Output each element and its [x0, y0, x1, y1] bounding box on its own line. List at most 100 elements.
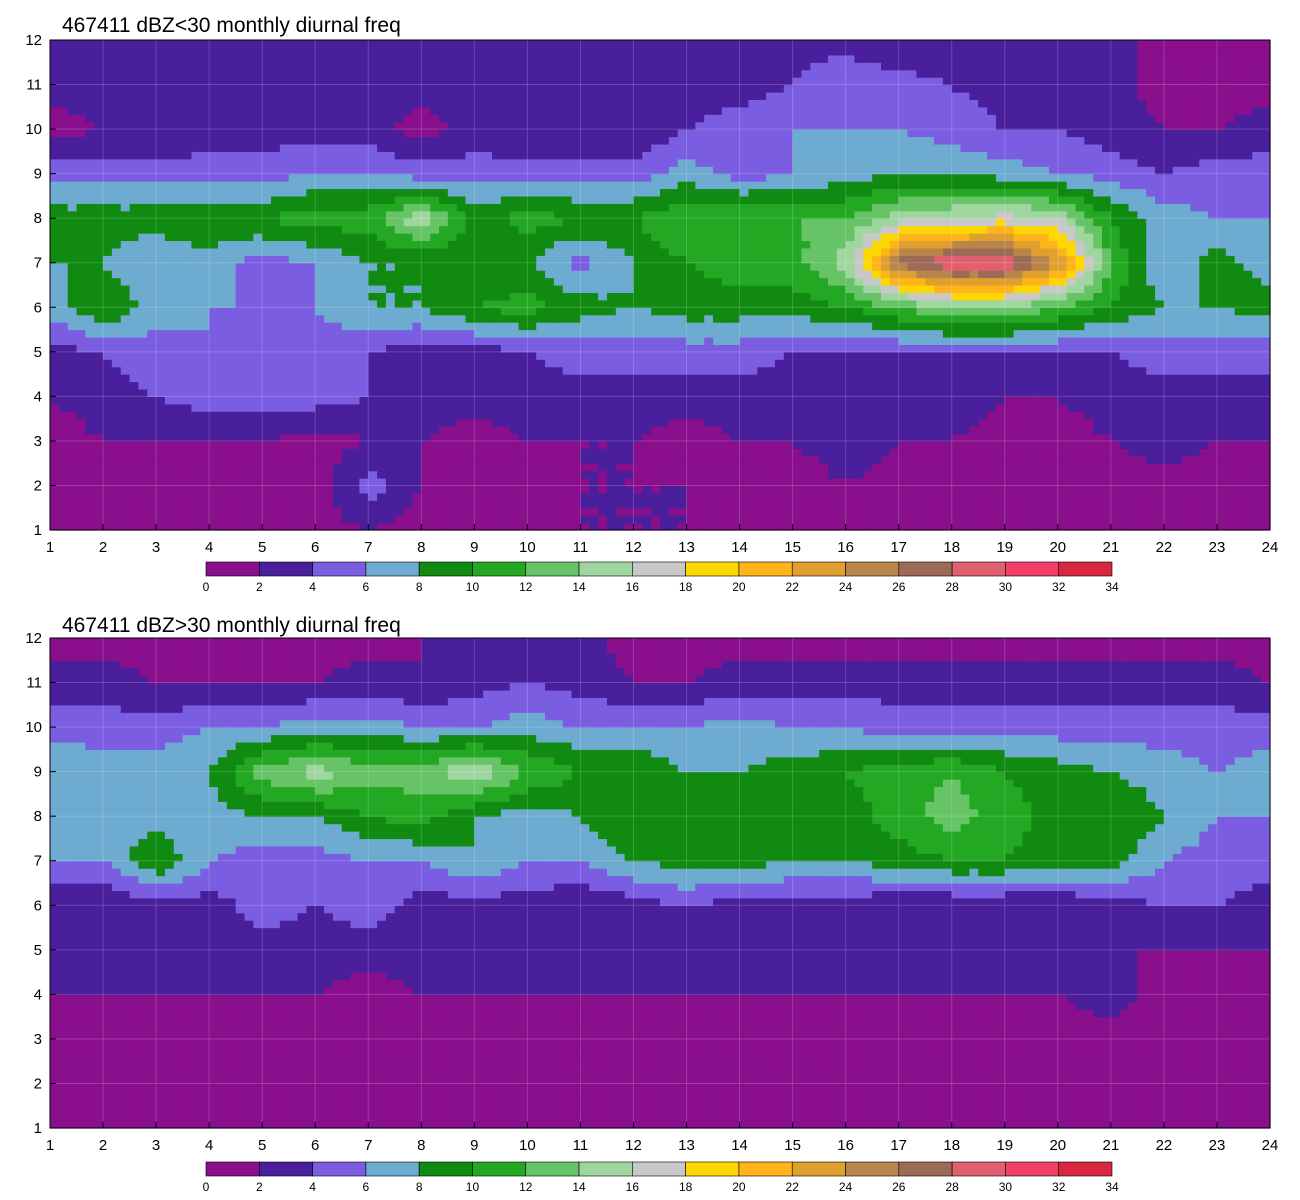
- heatmap-cell: [1031, 507, 1041, 516]
- heatmap-cell: [1004, 359, 1015, 368]
- heatmap-cell: [262, 285, 272, 294]
- heatmap-cell: [262, 262, 272, 271]
- heatmap-cell: [315, 500, 325, 509]
- heatmap-cell: [553, 285, 564, 294]
- heatmap-cell: [660, 418, 670, 427]
- heatmap-cell: [942, 270, 953, 279]
- heatmap-cell: [438, 411, 449, 420]
- heatmap-cell: [651, 448, 661, 457]
- heatmap-cell: [536, 277, 546, 286]
- heatmap-cell: [350, 381, 361, 390]
- heatmap-cell: [368, 403, 378, 412]
- heatmap-cell: [76, 299, 86, 308]
- heatmap-cell: [668, 485, 679, 494]
- heatmap-cell: [182, 448, 193, 457]
- heatmap-cell: [951, 478, 962, 487]
- heatmap-cell: [1190, 322, 1200, 331]
- heatmap-cell: [1040, 381, 1050, 390]
- heatmap-cell: [412, 485, 422, 494]
- heatmap-cell: [898, 455, 909, 464]
- heatmap-cell: [226, 515, 237, 524]
- heatmap-cell: [253, 388, 263, 397]
- heatmap-cell: [1225, 292, 1236, 301]
- heatmap-cell: [85, 470, 95, 479]
- heatmap-cell: [889, 470, 900, 479]
- heatmap-cell: [1181, 359, 1192, 368]
- heatmap-cell: [1102, 433, 1112, 442]
- heatmap-cell: [403, 500, 414, 509]
- heatmap-cell: [633, 455, 643, 464]
- heatmap-cell: [845, 314, 856, 323]
- heatmap-cell: [978, 522, 988, 531]
- heatmap-cell: [660, 322, 670, 331]
- heatmap-cell: [164, 426, 175, 435]
- heatmap-cell: [1216, 470, 1227, 479]
- heatmap-cell: [297, 485, 307, 494]
- heatmap-cell: [217, 359, 228, 368]
- heatmap-cell: [226, 500, 237, 509]
- heatmap-cell: [819, 285, 829, 294]
- heatmap-cell: [739, 500, 750, 509]
- heatmap-cell: [138, 455, 148, 464]
- heatmap-cell: [536, 270, 546, 279]
- heatmap-cell: [1137, 277, 1147, 286]
- heatmap-cell: [730, 336, 741, 345]
- heatmap-cell: [217, 270, 228, 279]
- heatmap-cell: [368, 418, 378, 427]
- heatmap-cell: [1022, 277, 1032, 286]
- heatmap-cell: [1146, 388, 1156, 397]
- heatmap-cell: [324, 433, 334, 442]
- heatmap-cell: [324, 522, 334, 531]
- heatmap-cell: [1172, 336, 1183, 345]
- heatmap-cell: [1172, 515, 1183, 524]
- heatmap-cell: [1048, 344, 1059, 353]
- heatmap-cell: [1013, 426, 1024, 435]
- heatmap-cell: [1093, 299, 1103, 308]
- heatmap-cell: [1216, 344, 1227, 353]
- heatmap-cell: [562, 366, 573, 375]
- heatmap-cell: [1119, 470, 1130, 479]
- heatmap-cell: [500, 285, 511, 294]
- heatmap-cell: [438, 314, 449, 323]
- heatmap-cell: [518, 307, 528, 316]
- heatmap-cell: [721, 433, 732, 442]
- heatmap-cell: [1172, 507, 1183, 516]
- heatmap-cell: [562, 500, 573, 509]
- heatmap-cell: [1031, 396, 1041, 405]
- heatmap-cell: [1119, 262, 1130, 271]
- heatmap-cell: [164, 396, 175, 405]
- heatmap-cell: [447, 374, 458, 383]
- heatmap-cell: [1163, 478, 1174, 487]
- heatmap-cell: [1119, 307, 1130, 316]
- heatmap-cell: [553, 388, 564, 397]
- heatmap-cell: [898, 418, 909, 427]
- heatmap-cell: [1075, 515, 1085, 524]
- heatmap-cell: [509, 440, 520, 449]
- heatmap-cell: [1146, 470, 1156, 479]
- heatmap-cell: [474, 359, 484, 368]
- heatmap-cell: [545, 351, 555, 360]
- heatmap-cell: [1225, 270, 1236, 279]
- heatmap-cell: [872, 440, 882, 449]
- heatmap-cell: [615, 455, 626, 464]
- heatmap-cell: [350, 440, 361, 449]
- heatmap-cell: [262, 336, 272, 345]
- heatmap-cell: [1119, 322, 1130, 331]
- heatmap-cell: [120, 277, 131, 286]
- heatmap-cell: [1004, 418, 1015, 427]
- heatmap-cell: [377, 403, 387, 412]
- heatmap-cell: [721, 292, 732, 301]
- heatmap-cell: [421, 507, 431, 516]
- heatmap-cell: [1004, 336, 1015, 345]
- heatmap-cell: [1181, 344, 1192, 353]
- heatmap-cell: [1234, 359, 1245, 368]
- heatmap-cell: [898, 478, 909, 487]
- heatmap-cell: [412, 515, 422, 524]
- heatmap-cell: [509, 426, 520, 435]
- heatmap-cell: [394, 351, 405, 360]
- heatmap-cell: [518, 381, 528, 390]
- heatmap-cell: [235, 388, 246, 397]
- heatmap-cell: [182, 329, 193, 338]
- heatmap-cell: [377, 314, 387, 323]
- heatmap-cell: [651, 433, 661, 442]
